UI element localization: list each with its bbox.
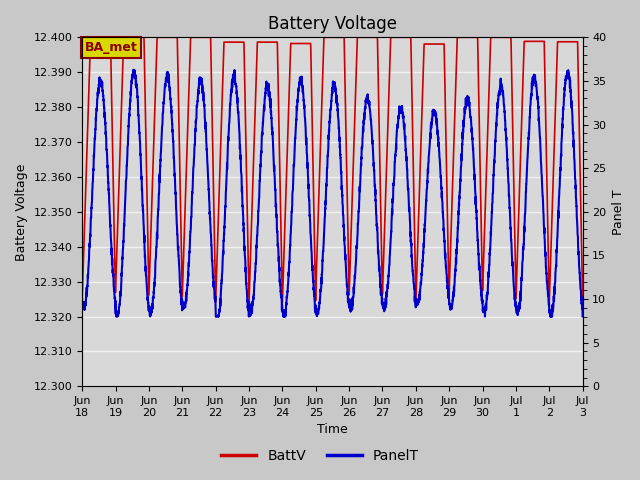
Y-axis label: Battery Voltage: Battery Voltage <box>15 163 28 261</box>
PanelT <box>78 296 86 302</box>
PanelT <box>165 84 173 90</box>
BattV <box>569 39 577 45</box>
BattV <box>78 298 86 304</box>
PanelT <box>515 305 523 311</box>
PanelT <box>292 119 300 124</box>
BattV <box>445 300 453 306</box>
BattV <box>515 196 523 202</box>
PanelT <box>113 313 120 319</box>
Line: PanelT: PanelT <box>82 70 582 316</box>
BattV <box>270 39 278 45</box>
Legend: BattV, PanelT: BattV, PanelT <box>216 443 424 468</box>
PanelT <box>569 131 577 137</box>
Y-axis label: Panel T: Panel T <box>612 189 625 235</box>
BattV <box>120 35 127 40</box>
BattV <box>165 35 173 40</box>
Text: BA_met: BA_met <box>84 41 138 54</box>
BattV <box>292 41 300 47</box>
X-axis label: Time: Time <box>317 423 348 436</box>
PanelT <box>271 168 278 174</box>
BattV <box>579 296 586 302</box>
PanelT <box>136 130 143 136</box>
Line: BattV: BattV <box>82 37 582 303</box>
Title: Battery Voltage: Battery Voltage <box>268 15 397 33</box>
PanelT <box>579 313 586 319</box>
BattV <box>136 35 143 40</box>
PanelT <box>129 67 137 72</box>
